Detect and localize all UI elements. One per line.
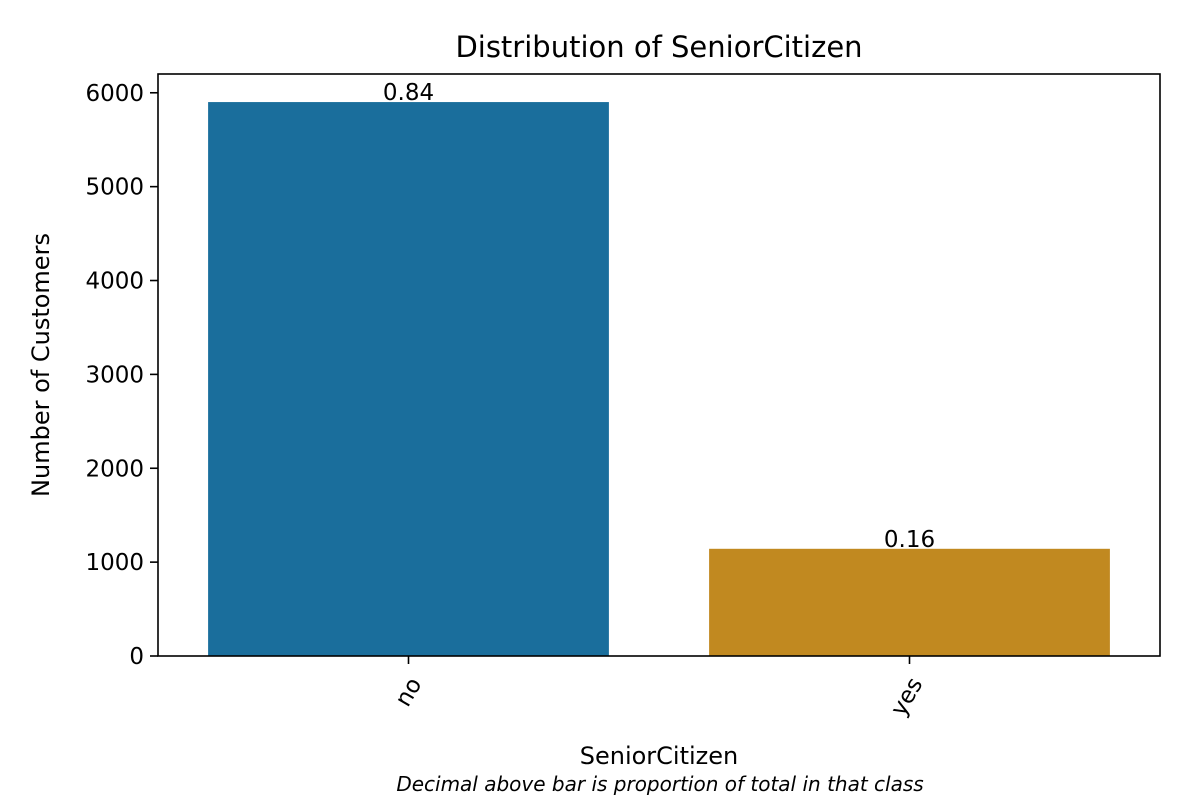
y-tick-label-5000: 5000 [85,175,144,201]
chart-title: Distribution of SeniorCitizen [455,30,862,64]
y-tick-label-4000: 4000 [85,269,144,295]
y-tick-label-1000: 1000 [85,550,144,576]
bar-yes [709,548,1110,656]
y-tick-label-0: 0 [129,644,144,670]
plot-frame [157,73,1161,657]
x-tick-label-no: no [390,673,427,711]
data-label-yes: 0.16 [884,527,935,553]
bars-layer: 0.84 0.16 [208,80,1110,656]
chart-caption: Decimal above bar is proportion of total… [396,772,923,796]
y-axis-label: Number of Customers [27,233,55,497]
y-tick-label-6000: 6000 [85,81,144,107]
x-tick-label-yes: yes [886,673,928,720]
data-label-no: 0.84 [383,80,434,106]
bar-no [208,102,609,656]
x-axis-label: SeniorCitizen [580,742,739,770]
y-tick-label-3000: 3000 [85,362,144,388]
y-tick-label-2000: 2000 [85,456,144,482]
